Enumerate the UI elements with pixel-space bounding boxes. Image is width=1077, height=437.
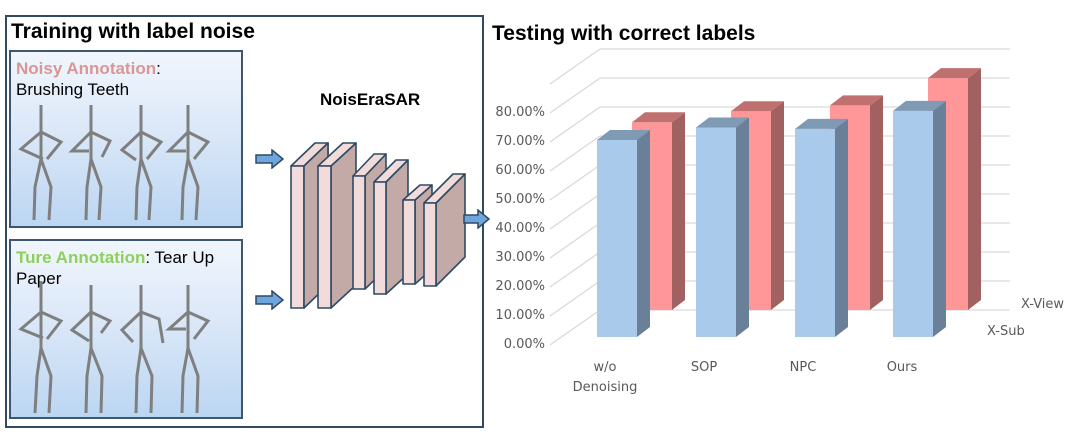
x-category-label: NPC	[789, 360, 817, 375]
bar-xview-side	[870, 95, 883, 310]
bar-xsub	[696, 127, 736, 337]
y-tick: 20.00%	[495, 279, 545, 294]
arrow-right-icon	[255, 290, 285, 310]
true-annotation-caption: Ture Annotation: Tear Up Paper	[16, 247, 214, 289]
true-skeletons-icon	[18, 281, 211, 414]
x-category-label: SOP	[690, 360, 718, 375]
bar-xsub-top	[893, 100, 946, 111]
bar-xview-top	[830, 95, 883, 106]
colon: :	[156, 59, 161, 78]
noisy-annotation-tag: Noisy Annotation	[16, 59, 157, 78]
bar-xview-top	[632, 112, 685, 123]
true-annotation-panel: Ture Annotation: Tear Up Paper	[9, 239, 243, 419]
x-category-label: w/o Denoising	[572, 360, 638, 395]
bar-xview-side	[672, 112, 685, 311]
testing-title: Testing with correct labels	[492, 22, 756, 45]
true-annotation-tag: Ture Annotation	[16, 248, 146, 267]
bar-xsub-side	[835, 118, 848, 337]
bar-xsub-side	[736, 117, 749, 337]
series-label-xsub: X-Sub	[987, 324, 1025, 339]
series-label-xview: X-View	[1021, 297, 1065, 312]
true-annotation-label-2: Paper	[16, 269, 62, 288]
true-annotation-label-1: Tear Up	[150, 248, 215, 267]
bar-xview-side	[968, 68, 981, 310]
bar-xsub	[795, 128, 835, 337]
y-tick: 30.00%	[495, 250, 545, 265]
y-tick: 50.00%	[495, 192, 545, 207]
model-name: NoisEraSAR	[320, 90, 421, 109]
bar-xsub-top	[597, 129, 650, 140]
bar-xsub-top	[795, 118, 848, 129]
bar-xsub-side	[933, 100, 946, 337]
bar-xsub-top	[696, 117, 749, 128]
y-tick: 40.00%	[495, 221, 545, 236]
colon: :	[145, 248, 151, 267]
y-tick: 10.00%	[495, 308, 545, 323]
noisy-skeletons-icon	[18, 105, 211, 221]
bar-xsub	[597, 139, 637, 337]
bar-xview-top	[928, 68, 981, 79]
y-tick: 70.00%	[495, 134, 545, 149]
arrow-right-icon	[463, 209, 491, 229]
arrow-right-icon	[255, 149, 285, 169]
bar-xview-side	[771, 101, 784, 310]
noisy-annotation-label: Brushing Teeth	[16, 80, 130, 99]
noisy-annotation-caption: Noisy Annotation: Brushing Teeth	[16, 58, 161, 100]
y-tick: 0.00%	[503, 337, 545, 352]
training-title: Training with label noise	[11, 20, 255, 43]
y-tick: 80.00%	[495, 105, 545, 120]
y-tick: 60.00%	[495, 163, 545, 178]
bar-xview-top	[731, 101, 784, 112]
bar-xsub	[893, 110, 933, 337]
x-category-label: Ours	[886, 360, 918, 375]
bar-xsub-side	[637, 129, 650, 337]
noisy-annotation-panel: Noisy Annotation: Brushing Teeth	[9, 50, 243, 228]
network-layers-icon	[290, 142, 466, 309]
